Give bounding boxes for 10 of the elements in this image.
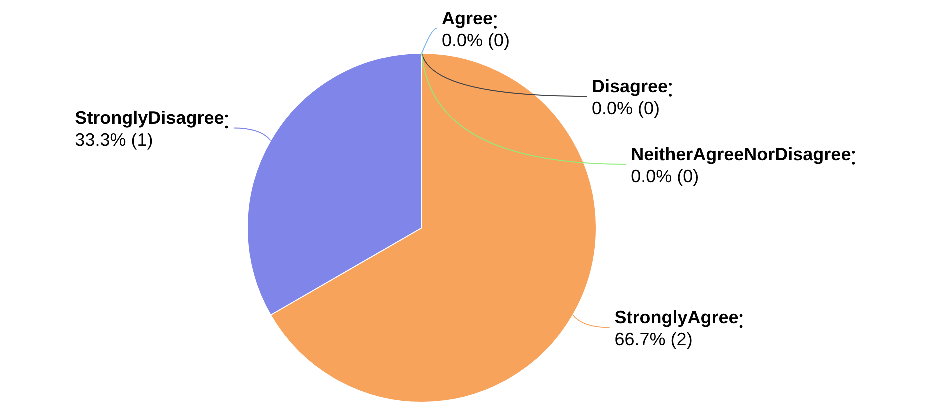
category-label: Disagree (592, 76, 668, 96)
text: 0.0% (0) (442, 30, 510, 50)
data-label: 66.7% (2) (614, 330, 693, 350)
category-label: NeitherAgreeNorDisagree (631, 144, 852, 164)
text: 0.0% (0) (592, 98, 660, 118)
category-label: Agree (442, 8, 494, 28)
slice-label: StronglyDisagree (75, 108, 224, 128)
data-label: 33.3% (1) (75, 130, 154, 150)
slice-label: StronglyAgree (614, 308, 739, 328)
text: 0.0% (0) (631, 166, 700, 186)
